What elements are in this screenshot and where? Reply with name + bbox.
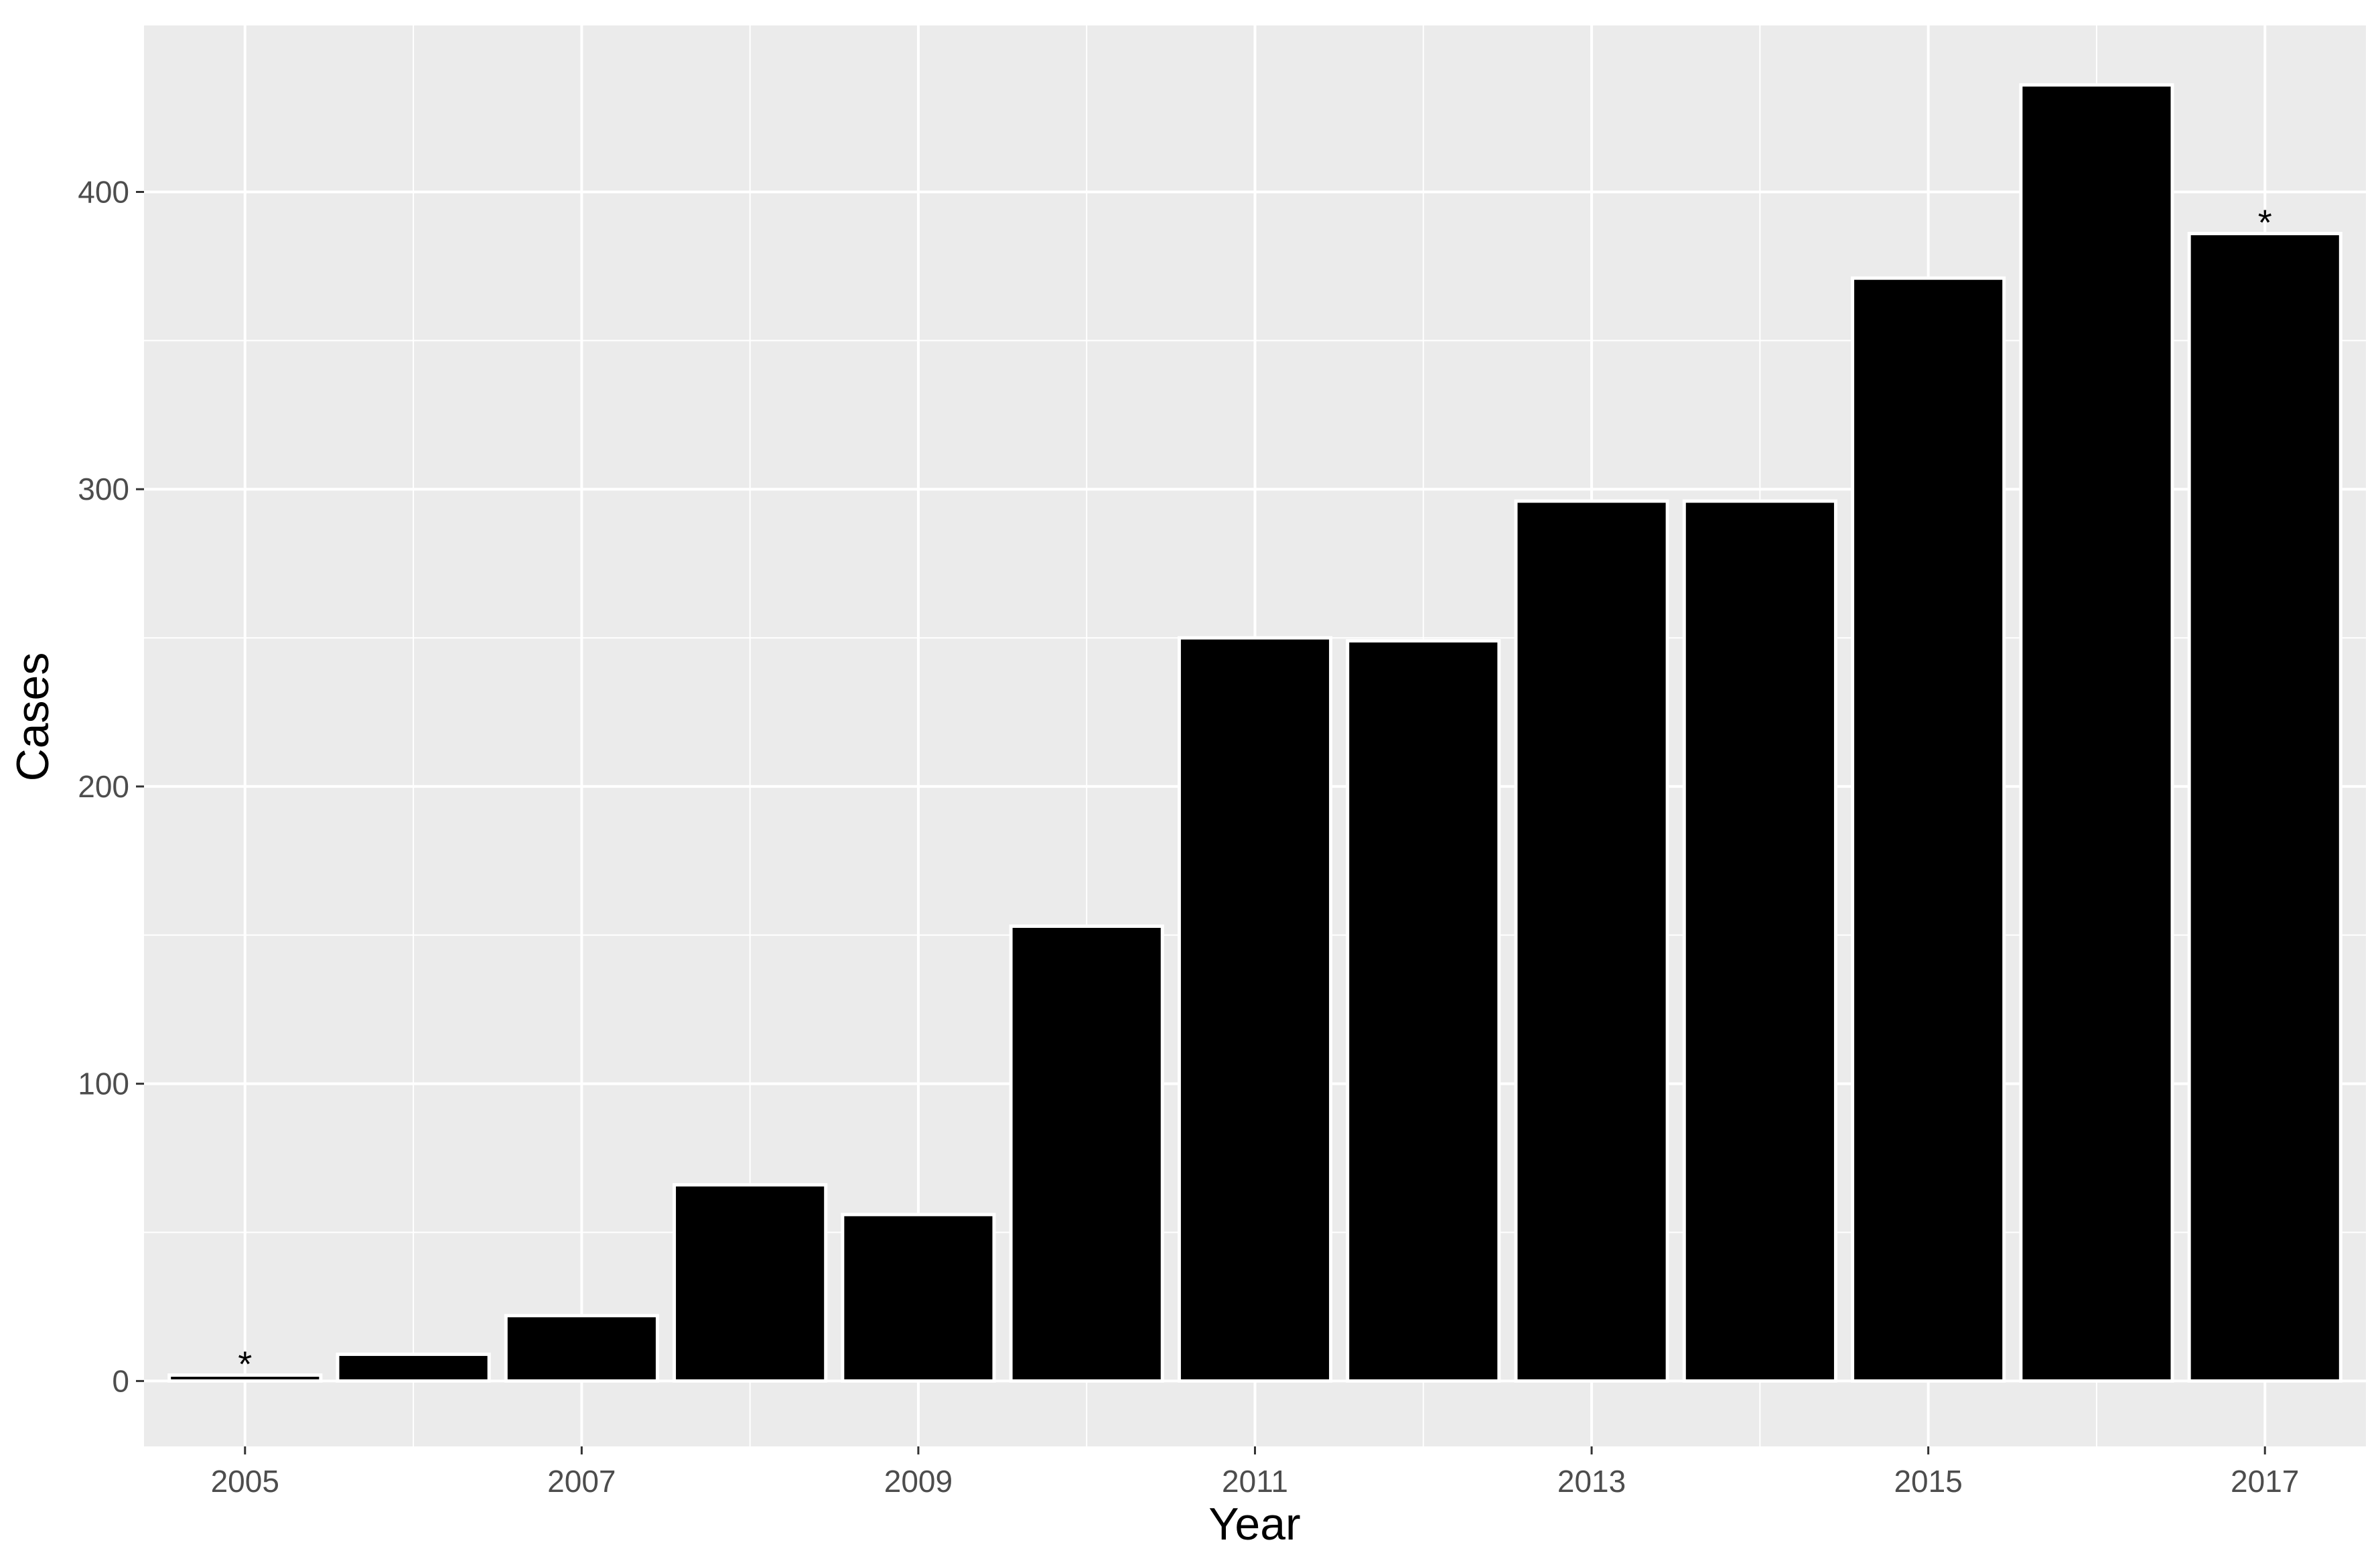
y-tick-label: 300: [78, 472, 129, 506]
annotations: **: [238, 203, 2271, 1385]
y-tick-label: 200: [78, 769, 129, 804]
x-tick-label: 2009: [884, 1464, 953, 1499]
bar-2013: [1514, 499, 1669, 1383]
y-axis-title: Cases: [7, 653, 58, 782]
bar-2016: [2019, 83, 2174, 1383]
bar-2006: [336, 1352, 491, 1383]
bar-2015: [1851, 276, 2006, 1383]
annotation-2005: *: [238, 1345, 252, 1385]
bar-2017: [2187, 232, 2342, 1383]
bar-2011: [1177, 636, 1333, 1383]
bar-2010: [1009, 924, 1164, 1383]
annotation-2017: *: [2258, 203, 2272, 243]
y-tick-label: 400: [78, 174, 129, 209]
x-tick-label: 2015: [1894, 1464, 1962, 1499]
bar-2009: [841, 1213, 996, 1383]
x-axis: 2005 2007 2009 2011 2013 2015 2017: [211, 1446, 2299, 1499]
bar-2008: [673, 1183, 828, 1383]
bar-2012: [1346, 639, 1501, 1383]
bar-2007: [504, 1314, 659, 1383]
x-tick-label: 2011: [1222, 1464, 1288, 1499]
x-tick-label: 2017: [2231, 1464, 2299, 1499]
bar-2005: [167, 1373, 323, 1383]
y-axis: 0 100 200 300 400: [78, 174, 144, 1398]
x-tick-label: 2013: [1557, 1464, 1626, 1499]
x-tick-label: 2005: [211, 1464, 279, 1499]
y-tick-label: 100: [78, 1067, 129, 1101]
y-tick-label: 0: [112, 1363, 129, 1398]
x-axis-title: Year: [1208, 1499, 1300, 1550]
x-tick-label: 2007: [547, 1464, 616, 1499]
bars: [167, 83, 2342, 1383]
bar-2014: [1682, 499, 1837, 1383]
